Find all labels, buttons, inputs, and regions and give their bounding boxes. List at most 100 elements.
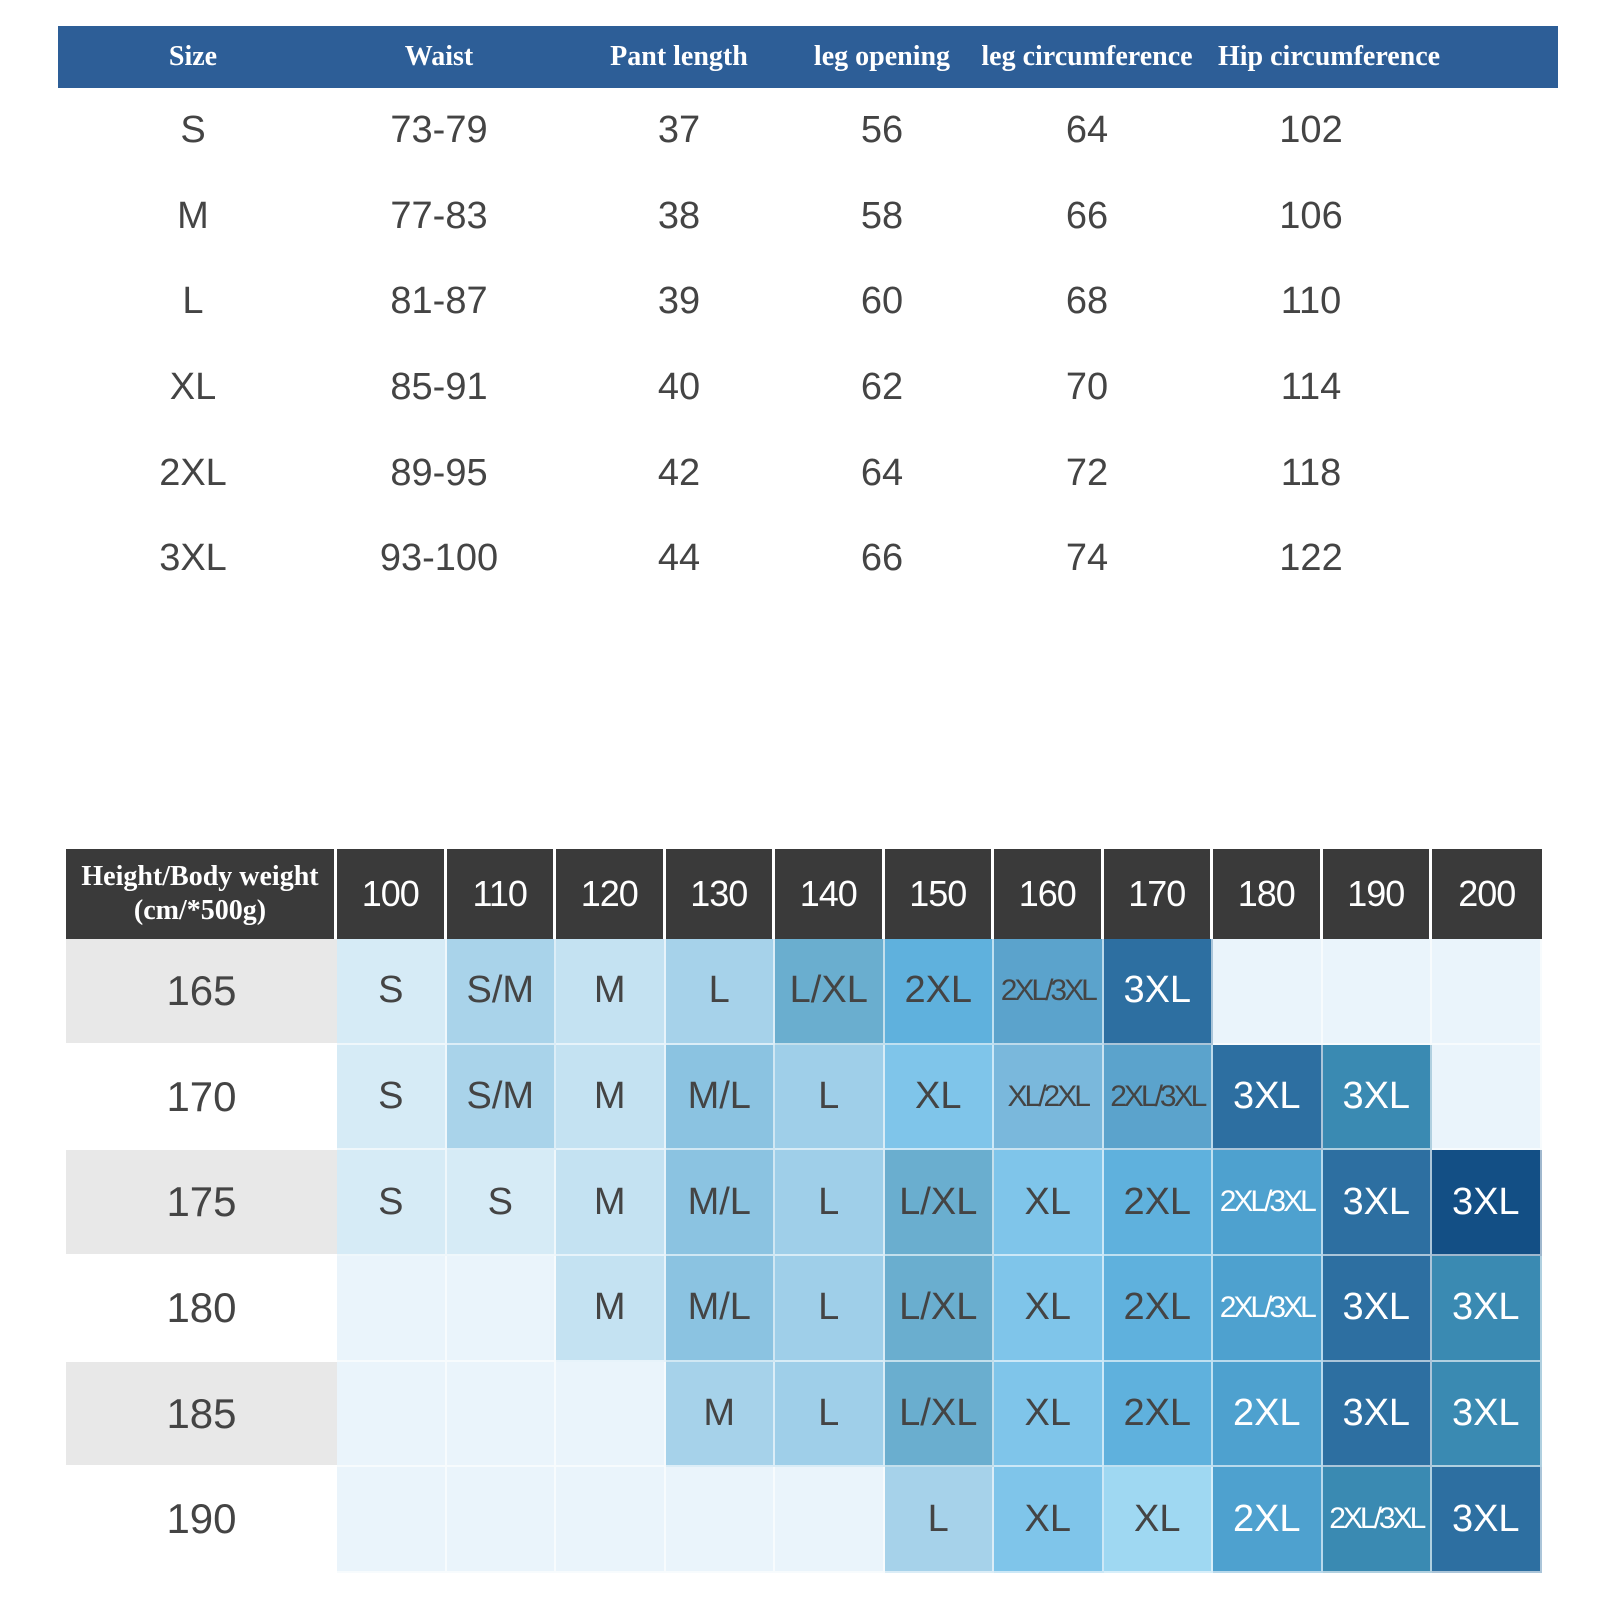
recommended-size-cell: 2XL <box>1103 1256 1213 1362</box>
recommended-size-cell <box>446 1361 556 1468</box>
size-cell: 77-83 <box>390 194 488 237</box>
recommended-size-cell: M <box>556 1256 666 1362</box>
recommended-size-cell: 3XL <box>1103 939 1213 1045</box>
weight-header-cell: 110 <box>446 849 556 939</box>
recommended-size-cell: XL <box>994 1150 1104 1257</box>
size-cell: 40 <box>657 366 701 409</box>
weight-header-cell: 160 <box>994 849 1104 939</box>
recommended-size-cell: 2XL/3XL <box>1213 1150 1323 1257</box>
recommended-size-cell: S <box>446 1150 556 1257</box>
recommended-size-cell <box>775 1467 885 1574</box>
size-cell: 74 <box>1065 537 1109 580</box>
corner-line-1: Height/Body weight <box>81 861 319 892</box>
recommended-size-cell: L/XL <box>775 939 885 1045</box>
size-cell: 106 <box>1279 194 1343 237</box>
recommended-size-cell: 2XL <box>1103 1361 1213 1468</box>
recommendation-row: 190 L XL XL 2XL 2XL/3XL 3XL <box>66 1467 1542 1574</box>
size-chart-header: Size Waist Pant length leg opening leg c… <box>58 26 1558 88</box>
recommended-size-cell: S <box>337 939 447 1045</box>
recommended-size-cell: S/M <box>446 1044 556 1151</box>
recommended-size-cell: 3XL <box>1432 1150 1542 1257</box>
recommendation-header: Height/Body weight (cm/*500g) 100 110 120 1… <box>66 849 1542 939</box>
size-cell: 64 <box>1065 109 1109 152</box>
recommended-size-cell: 2XL/3XL <box>1103 1044 1213 1151</box>
recommended-size-cell: L <box>775 1256 885 1362</box>
recommended-size-cell: L/XL <box>884 1361 994 1468</box>
recommended-size-cell <box>1322 939 1432 1045</box>
size-cell: 3XL <box>159 537 227 580</box>
header-pant-length: Pant length <box>610 41 748 72</box>
recommendation-body: 165 S S/M M L L/XL 2XL 2XL/3XL 3XL 170 S S/M M M/L L XL… <box>66 939 1542 1574</box>
weight-header-cell: 100 <box>337 849 447 939</box>
size-cell: 66 <box>860 537 904 580</box>
weight-header-cell: 140 <box>775 849 885 939</box>
recommended-size-cell: XL <box>994 1256 1104 1362</box>
header-hip-circumference: Hip circumference <box>1218 41 1441 72</box>
recommended-size-cell: L <box>775 1150 885 1257</box>
recommended-size-cell: L <box>665 939 775 1045</box>
recommended-size-cell: 3XL <box>1432 1256 1542 1362</box>
recommended-size-cell: 3XL <box>1213 1044 1323 1151</box>
recommended-size-cell: S/M <box>446 939 556 1045</box>
size-cell: M <box>177 194 209 237</box>
recommended-size-cell <box>556 1361 666 1468</box>
size-row: 3XL 93-100 44 66 74 122 <box>58 516 1558 602</box>
size-row: XL 85-91 40 62 70 114 <box>58 345 1558 431</box>
recommended-size-cell: XL/2XL <box>994 1044 1104 1151</box>
recommended-size-cell <box>556 1467 666 1574</box>
size-cell: 42 <box>657 451 701 494</box>
header-waist: Waist <box>404 41 474 72</box>
size-cell: 118 <box>1280 451 1342 494</box>
size-cell: 81-87 <box>390 280 488 323</box>
recommended-size-cell <box>446 1256 556 1362</box>
size-row: M 77-83 38 58 66 106 <box>58 174 1558 260</box>
recommended-size-cell: M/L <box>665 1256 775 1362</box>
height-label: 185 <box>66 1361 337 1468</box>
size-cell: 38 <box>657 194 701 237</box>
recommended-size-cell: L/XL <box>884 1256 994 1362</box>
recommended-size-cell: L/XL <box>884 1150 994 1257</box>
weight-header-cell: 190 <box>1322 849 1432 939</box>
recommendation-row: 180 M M/L L L/XL XL 2XL 2XL/3XL 3XL 3XL <box>66 1256 1542 1362</box>
recommendation-row: 185 M L L/XL XL 2XL 2XL 3XL 3XL <box>66 1361 1542 1468</box>
size-cell: 114 <box>1280 366 1342 409</box>
size-row: S 73-79 37 56 64 102 <box>58 88 1558 174</box>
weight-header-cell: 130 <box>665 849 775 939</box>
size-cell: 37 <box>657 109 701 152</box>
corner-line-2: (cm/*500g) <box>133 895 267 926</box>
weight-header-cell: 200 <box>1432 849 1542 939</box>
recommended-size-cell: XL <box>994 1467 1104 1574</box>
size-chart-table: Size Waist Pant length leg opening leg c… <box>58 26 1558 602</box>
height-label: 190 <box>66 1467 337 1574</box>
size-cell: 122 <box>1279 537 1343 580</box>
recommended-size-cell: M <box>665 1361 775 1468</box>
recommended-size-cell: 2XL <box>884 939 994 1045</box>
size-cell: 68 <box>1065 280 1109 323</box>
height-label: 170 <box>66 1044 337 1151</box>
height-weight-corner-label: Height/Body weight (cm/*500g) <box>66 849 337 939</box>
recommended-size-cell: 3XL <box>1322 1256 1432 1362</box>
size-cell: 72 <box>1065 451 1109 494</box>
recommended-size-cell: XL <box>884 1044 994 1151</box>
recommended-size-cell: S <box>337 1150 447 1257</box>
recommended-size-cell: M <box>556 1150 666 1257</box>
size-cell: 62 <box>860 366 904 409</box>
size-cell: 73-79 <box>390 109 488 152</box>
size-cell: 2XL <box>159 451 227 494</box>
recommended-size-cell <box>337 1361 447 1468</box>
recommendation-row: 175 S S M M/L L L/XL XL 2XL 2XL/3XL 3XL 3XL <box>66 1150 1542 1257</box>
height-label: 180 <box>66 1256 337 1362</box>
header-leg-circumference: leg circumference <box>981 41 1193 72</box>
weight-header-cell: 150 <box>884 849 994 939</box>
recommendation-row: 170 S S/M M M/L L XL XL/2XL 2XL/3XL 3XL 3XL <box>66 1044 1542 1151</box>
size-cell: 39 <box>657 280 701 323</box>
size-cell: 70 <box>1065 366 1109 409</box>
recommended-size-cell <box>337 1256 447 1362</box>
recommended-size-cell <box>1432 1044 1542 1151</box>
size-cell: 56 <box>860 109 904 152</box>
weight-header-cell: 120 <box>556 849 666 939</box>
recommended-size-cell: 3XL <box>1432 1361 1542 1468</box>
recommended-size-cell: M <box>556 939 666 1045</box>
header-leg-opening: leg opening <box>813 41 951 72</box>
recommended-size-cell <box>665 1467 775 1574</box>
